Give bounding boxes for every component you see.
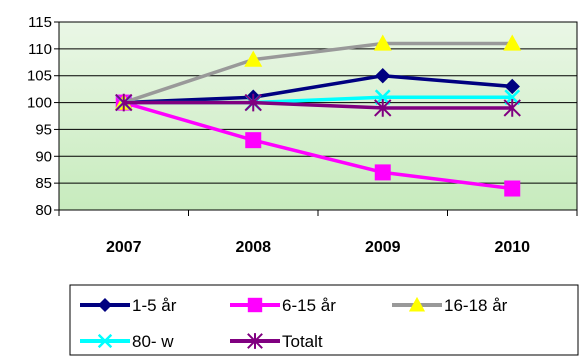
series-line <box>123 100 513 191</box>
series-line <box>123 41 513 105</box>
legend-label: 16-18 år <box>444 296 508 315</box>
series-line <box>123 100 513 110</box>
point-marker <box>245 132 262 149</box>
legend-label: 80- w <box>132 332 174 351</box>
y-tick-label: 100 <box>27 95 52 112</box>
y-axis: 80 85 90 95 100 105 110 115 <box>27 14 59 219</box>
point-marker <box>504 180 521 197</box>
y-tick-label: 95 <box>35 121 52 138</box>
legend-item: 1-5 år <box>80 296 177 315</box>
y-tick-label: 80 <box>35 202 52 219</box>
point-marker <box>115 93 133 112</box>
gridlines <box>59 48 577 184</box>
point-marker <box>247 297 263 313</box>
point-marker <box>373 34 392 51</box>
point-marker <box>504 78 520 95</box>
x-tick-label: 2009 <box>365 239 401 256</box>
legend-label: 6-15 år <box>282 296 336 315</box>
y-tick-label: 110 <box>28 41 52 58</box>
x-tick-label: 2007 <box>106 239 142 256</box>
legend-item: 6-15 år <box>230 296 336 315</box>
point-marker <box>503 34 522 51</box>
y-tick-label: 85 <box>35 175 52 192</box>
series-4 <box>115 93 521 117</box>
x-axis: 2007 2008 2009 2010 <box>58 210 578 256</box>
legend-label: 1-5 år <box>132 296 177 315</box>
series-line <box>123 73 513 105</box>
legend-label: Totalt <box>282 332 323 351</box>
plot-area <box>58 21 578 211</box>
point-marker <box>97 297 113 313</box>
legend-item: Totalt <box>230 332 323 351</box>
point-marker <box>374 164 391 181</box>
point-marker <box>244 93 262 112</box>
y-tick-label: 90 <box>35 148 52 165</box>
point-marker <box>375 68 391 84</box>
legend-box <box>69 284 579 356</box>
legend-item: 80- w <box>80 332 174 351</box>
x-tick-label: 2010 <box>494 239 530 256</box>
point-marker <box>503 99 521 117</box>
point-marker <box>244 50 263 67</box>
series-group <box>114 34 522 197</box>
y-tick-label: 105 <box>27 68 52 85</box>
legend-item: 16-18 år <box>392 296 508 315</box>
point-marker <box>247 333 263 349</box>
x-tick-label: 2008 <box>235 239 271 256</box>
point-marker <box>374 99 392 117</box>
point-marker <box>408 296 426 312</box>
legend: 1-5 år 6-15 år 16-18 år 80- w Totalt <box>69 284 579 356</box>
point-marker <box>97 333 113 349</box>
y-tick-label: 115 <box>28 14 52 31</box>
